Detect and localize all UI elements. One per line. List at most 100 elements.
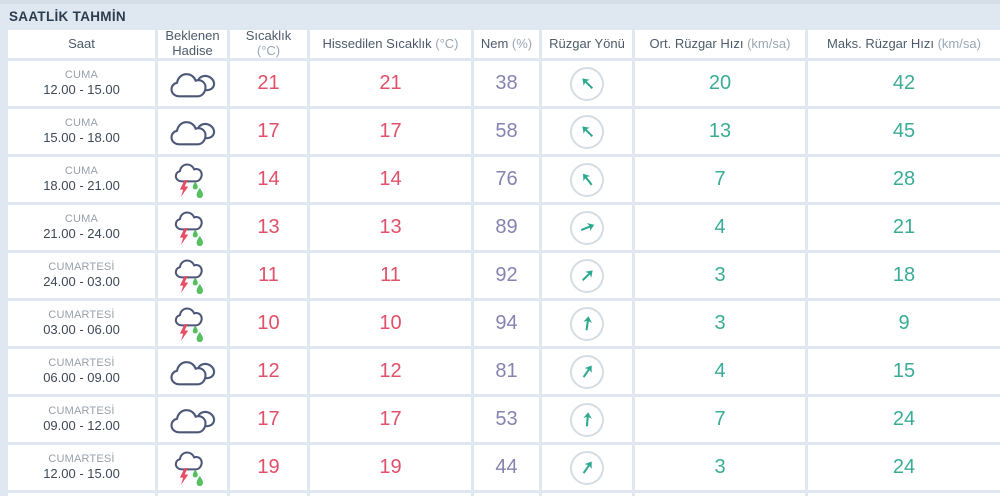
humidity-cell: 44 <box>474 445 539 490</box>
cloudy-icon <box>169 353 217 391</box>
expected-weather-cell <box>158 301 227 346</box>
expected-weather-cell <box>158 61 227 106</box>
time-cell: CUMA 15.00 - 18.00 <box>8 109 155 154</box>
temperature-cell: 17 <box>230 397 307 442</box>
wind-direction-icon <box>570 162 604 197</box>
table-row: CUMA 21.00 - 24.00 13 13 89 4 21 <box>8 205 1000 250</box>
wind-arrow-icon-nne <box>574 358 600 384</box>
time-range-label: 12.00 - 15.00 <box>43 82 120 98</box>
day-label: CUMARTESİ <box>48 260 115 273</box>
cloudy-icon <box>169 401 217 439</box>
wind-direction-icon <box>570 354 604 389</box>
time-range-label: 21.00 - 24.00 <box>43 226 120 242</box>
humidity-cell: 38 <box>474 61 539 106</box>
feels-like-cell: 17 <box>310 109 471 154</box>
table-cell <box>635 493 805 496</box>
table-row: CUMA 18.00 - 21.00 14 14 76 7 28 <box>8 157 1000 202</box>
table-cell <box>474 493 539 496</box>
wind-direction-cell <box>542 253 632 298</box>
table-row: CUMARTESİ 03.00 - 06.00 10 10 94 3 9 <box>8 301 1000 346</box>
wind-arrow-icon-nnw <box>574 166 601 193</box>
avg-wind-speed-cell: 13 <box>635 109 805 154</box>
temperature-cell: 12 <box>230 349 307 394</box>
column-header: Nem (%) <box>474 30 539 58</box>
wind-direction-cell <box>542 301 632 346</box>
expected-weather-cell <box>158 157 227 202</box>
wind-direction-icon <box>570 258 604 293</box>
avg-wind-speed-cell: 7 <box>635 157 805 202</box>
feels-like-cell: 19 <box>310 445 471 490</box>
temperature-cell: 17 <box>230 109 307 154</box>
time-cell: CUMARTESİ 12.00 - 15.00 <box>8 445 155 490</box>
column-header: Sıcaklık (°C) <box>230 28 307 58</box>
table-row: CUMARTESİ 09.00 - 12.00 17 17 53 7 24 <box>8 397 1000 442</box>
column-header: Saat <box>8 30 155 58</box>
humidity-cell: 53 <box>474 397 539 442</box>
wind-arrow-icon-nw <box>574 118 601 145</box>
wind-direction-icon <box>570 306 604 341</box>
table-header-row: Saat Beklenen Hadise Sıcaklık (°C) Hisse… <box>8 28 1000 58</box>
table-cell <box>310 493 471 496</box>
day-label: CUMA <box>64 68 99 81</box>
wind-direction-cell <box>542 397 632 442</box>
thunderstorm-icon <box>169 257 217 295</box>
feels-like-cell: 10 <box>310 301 471 346</box>
avg-wind-speed-cell: 20 <box>635 61 805 106</box>
expected-weather-cell <box>158 253 227 298</box>
time-cell: CUMARTESİ 03.00 - 06.00 <box>8 301 155 346</box>
wind-direction-cell <box>542 205 632 250</box>
table-row: CUMA 15.00 - 18.00 17 17 58 13 45 <box>8 109 1000 154</box>
temperature-cell: 19 <box>230 445 307 490</box>
thunderstorm-icon <box>169 449 217 487</box>
column-header: Rüzgar Yönü <box>542 30 632 58</box>
wind-arrow-icon-ene <box>575 215 600 240</box>
humidity-cell: 89 <box>474 205 539 250</box>
thunderstorm-icon <box>169 305 217 343</box>
temperature-cell: 11 <box>230 253 307 298</box>
column-header: Maks. Rüzgar Hızı (km/sa) <box>808 30 1000 58</box>
humidity-cell: 94 <box>474 301 539 346</box>
table-cell <box>230 493 307 496</box>
table-body: CUMA 12.00 - 15.00 21 21 38 20 42 CUMA 1… <box>8 61 1000 490</box>
cloudy-icon <box>169 65 217 103</box>
expected-weather-cell <box>158 349 227 394</box>
feels-like-cell: 11 <box>310 253 471 298</box>
table-cell <box>158 493 227 496</box>
time-range-label: 09.00 - 12.00 <box>43 418 120 434</box>
cloudy-icon <box>169 113 217 151</box>
thunderstorm-icon <box>169 161 217 199</box>
wind-arrow-icon-n <box>576 313 597 334</box>
max-wind-speed-cell: 28 <box>808 157 1000 202</box>
time-cell: CUMARTESİ 09.00 - 12.00 <box>8 397 155 442</box>
avg-wind-speed-cell: 7 <box>635 397 805 442</box>
wind-direction-icon <box>570 450 604 485</box>
wind-direction-cell <box>542 109 632 154</box>
max-wind-speed-cell: 24 <box>808 397 1000 442</box>
wind-arrow-icon-n <box>577 409 598 430</box>
time-cell: CUMARTESİ 06.00 - 09.00 <box>8 349 155 394</box>
wind-direction-icon <box>570 114 604 149</box>
time-range-label: 18.00 - 21.00 <box>43 178 120 194</box>
time-cell: CUMARTESİ 24.00 - 03.00 <box>8 253 155 298</box>
avg-wind-speed-cell: 4 <box>635 205 805 250</box>
day-label: CUMA <box>64 116 99 129</box>
column-header: Ort. Rüzgar Hızı (km/sa) <box>635 30 805 58</box>
table-cell <box>8 493 155 496</box>
table-cell <box>808 493 1000 496</box>
day-label: CUMA <box>64 212 99 225</box>
time-range-label: 06.00 - 09.00 <box>43 370 120 386</box>
avg-wind-speed-cell: 3 <box>635 253 805 298</box>
table-row: CUMA 12.00 - 15.00 21 21 38 20 42 <box>8 61 1000 106</box>
feels-like-cell: 17 <box>310 397 471 442</box>
time-cell: CUMA 18.00 - 21.00 <box>8 157 155 202</box>
time-range-label: 15.00 - 18.00 <box>43 130 120 146</box>
day-label: CUMARTESİ <box>48 452 115 465</box>
expected-weather-cell <box>158 445 227 490</box>
max-wind-speed-cell: 45 <box>808 109 1000 154</box>
time-cell: CUMA 21.00 - 24.00 <box>8 205 155 250</box>
thunderstorm-icon <box>169 209 217 247</box>
day-label: CUMARTESİ <box>48 308 115 321</box>
temperature-cell: 13 <box>230 205 307 250</box>
top-divider <box>0 0 1000 4</box>
temperature-cell: 14 <box>230 157 307 202</box>
